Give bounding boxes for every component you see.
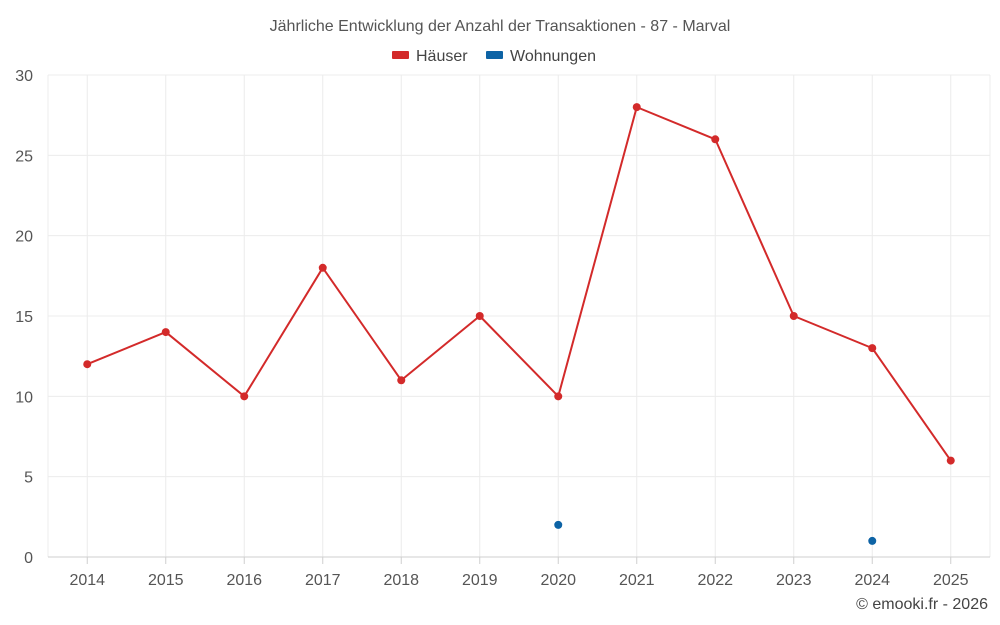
y-tick-label: 25 (15, 148, 33, 165)
x-tick-label: 2018 (383, 572, 419, 589)
data-point-haeuser-2015 (161, 328, 170, 337)
x-tick-label: 2017 (305, 572, 341, 589)
y-tick-label: 30 (15, 68, 33, 85)
y-tick-label: 15 (15, 309, 33, 326)
data-point-haeuser-2020 (554, 392, 563, 401)
data-point-haeuser-2024 (868, 344, 877, 353)
legend-label: Wohnungen (510, 48, 596, 65)
chart-title: Jährliche Entwicklung der Anzahl der Tra… (270, 18, 731, 35)
y-tick-label: 0 (24, 550, 33, 567)
data-point-haeuser-2018 (397, 376, 406, 385)
data-point-haeuser-2017 (318, 263, 327, 272)
x-tick-label: 2025 (933, 572, 969, 589)
grid (47, 74, 991, 557)
legend-swatch (392, 51, 409, 59)
credit-text: © emooki.fr - 2026 (856, 596, 988, 613)
x-tick-label: 2019 (462, 572, 498, 589)
legend-item-haeuser: Häuser (392, 48, 468, 65)
data-point-haeuser-2016 (240, 392, 249, 401)
data-point-wohnungen-2024 (868, 536, 877, 545)
data-point-haeuser-2025 (946, 456, 955, 465)
x-tick-label: 2020 (540, 572, 576, 589)
series-group (83, 103, 955, 545)
x-tick-label: 2016 (226, 572, 262, 589)
legend-swatch (486, 51, 503, 59)
data-point-haeuser-2019 (475, 312, 484, 320)
legend: Häuser Wohnungen (392, 48, 596, 65)
y-axis: 0 5 10 15 20 25 30 (15, 68, 33, 567)
x-tick-label: 2015 (148, 572, 184, 589)
x-tick-label: 2022 (697, 572, 733, 589)
x-tick-label: 2014 (69, 572, 105, 589)
data-point-haeuser-2014 (83, 360, 92, 369)
legend-label: Häuser (416, 48, 468, 65)
legend-item-wohnungen: Wohnungen (486, 48, 596, 65)
x-tick-label: 2023 (776, 572, 812, 589)
y-tick-label: 5 (24, 470, 33, 487)
x-axis: 2014 2015 2016 2017 2018 2019 2020 2021 2022 2023… (48, 556, 990, 589)
y-tick-label: 10 (15, 389, 33, 406)
data-point-haeuser-2022 (711, 135, 720, 144)
y-tick-label: 20 (15, 229, 33, 246)
series-line-haeuser (86, 106, 952, 462)
x-tick-label: 2024 (854, 572, 890, 589)
data-point-haeuser-2021 (632, 103, 641, 112)
x-tick-label: 2021 (619, 572, 655, 589)
data-point-wohnungen-2020 (554, 520, 563, 529)
data-point-haeuser-2023 (789, 312, 798, 320)
